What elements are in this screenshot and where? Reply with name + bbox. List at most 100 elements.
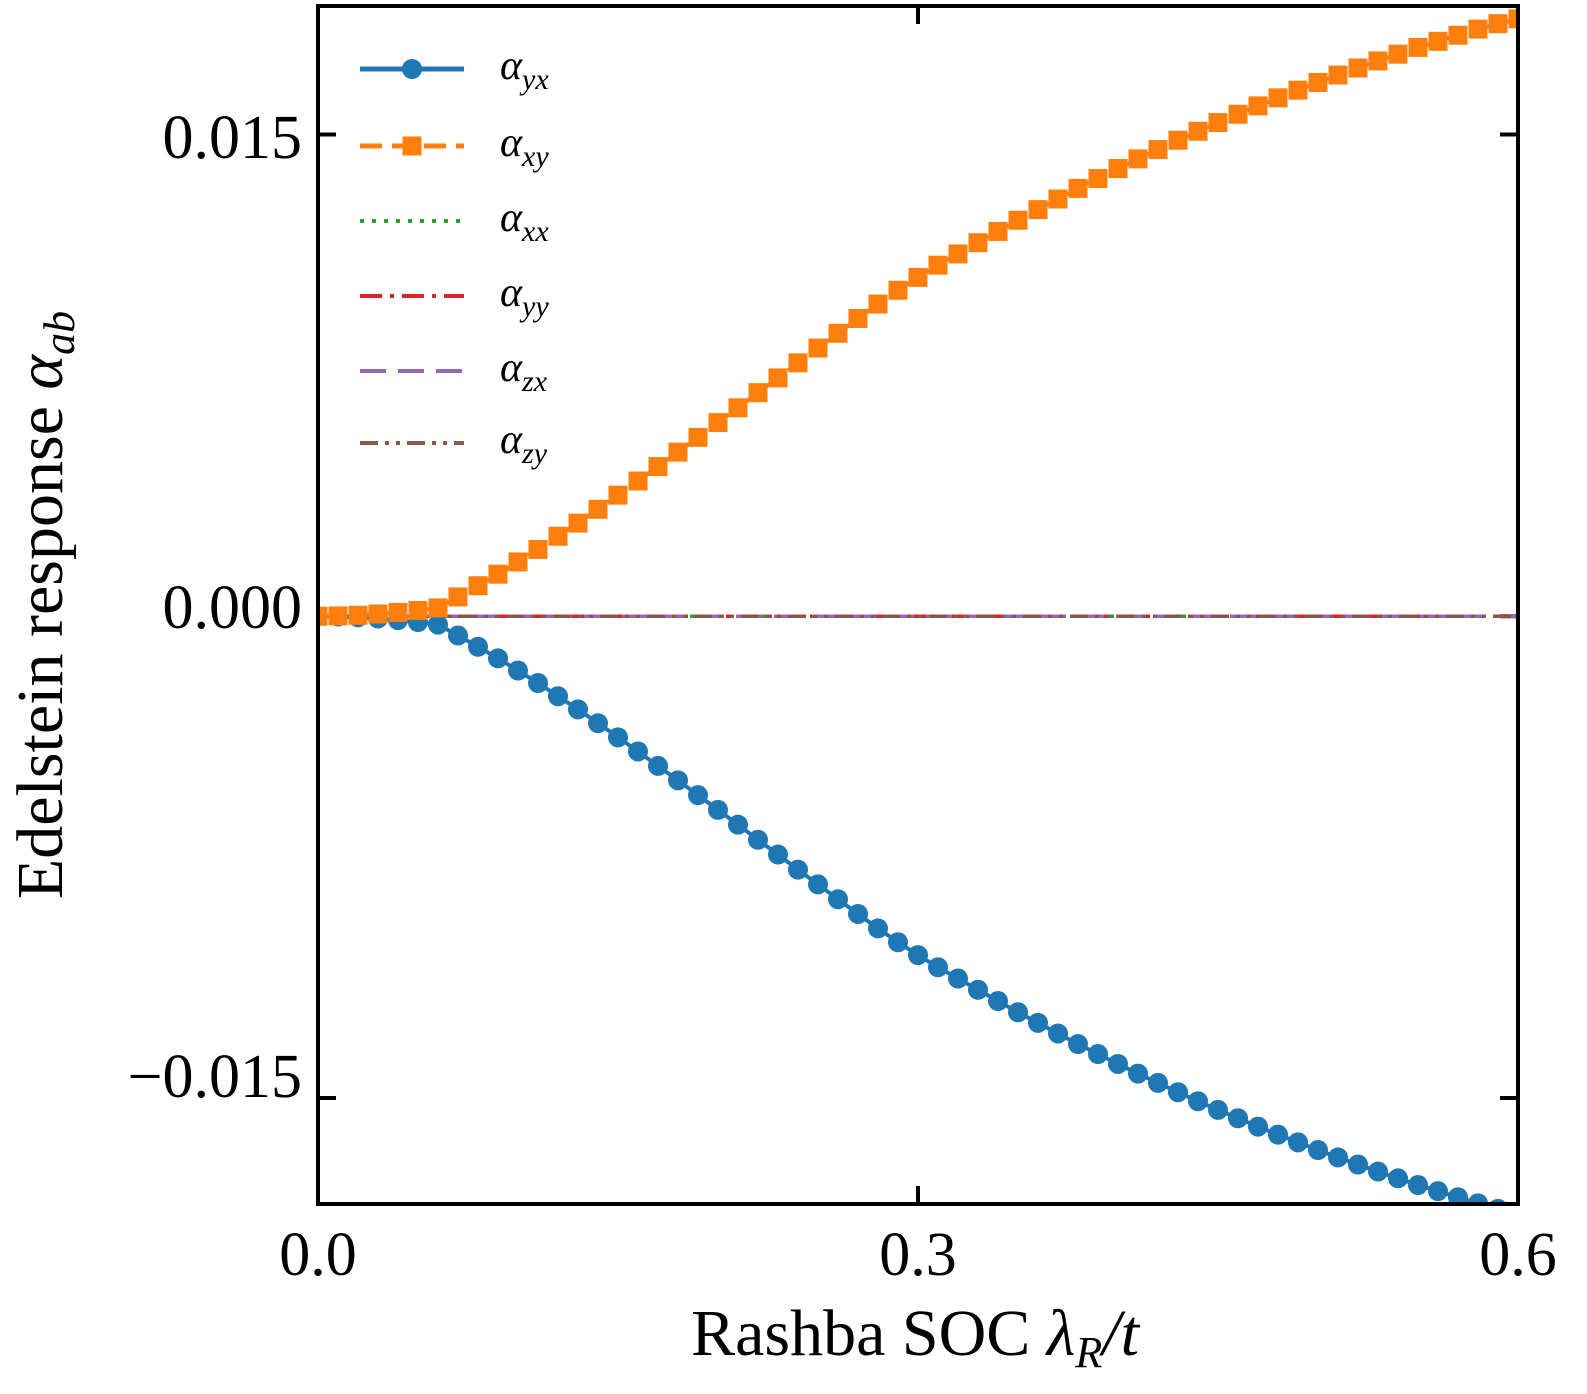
point-yx — [528, 673, 548, 694]
point-yx — [1489, 1198, 1507, 1204]
point-xy — [1048, 189, 1068, 209]
point-xy — [868, 294, 888, 314]
legend: αyx αxy αxx αyy αzx αzy — [360, 43, 549, 470]
point-yx — [1348, 1154, 1368, 1175]
point-yx — [1068, 1034, 1088, 1055]
legend-label-xy: αxy — [500, 120, 549, 173]
point-yx — [508, 660, 528, 681]
point-yx — [608, 727, 628, 748]
point-yx — [868, 918, 888, 939]
point-xy — [1188, 121, 1208, 141]
point-xy — [748, 383, 768, 403]
point-xy — [768, 368, 788, 388]
point-yx — [488, 648, 508, 669]
y-tick-labels: 0.015 0.000 −0.015 — [128, 104, 302, 1111]
y-axis-label: Edelstein response αab — [4, 311, 84, 899]
point-yx — [1148, 1072, 1168, 1093]
point-xy — [1468, 19, 1488, 39]
legend-marker-yx — [402, 59, 422, 79]
point-xy — [548, 526, 568, 546]
point-xy — [1408, 37, 1428, 57]
point-xy — [1368, 51, 1388, 71]
point-xy — [1228, 104, 1248, 124]
x-axis-label: Rashba SOC λR/t — [691, 1297, 1141, 1377]
point-xy — [888, 280, 908, 300]
point-xy — [1088, 168, 1108, 188]
legend-label-zx: αzx — [500, 345, 548, 398]
point-xy — [388, 602, 408, 622]
point-yx — [1268, 1124, 1288, 1145]
point-yx — [908, 945, 928, 966]
point-xy — [528, 539, 548, 559]
x-tick-label: 0.3 — [879, 1221, 957, 1289]
series-layer — [318, 9, 1518, 1204]
point-xy — [508, 552, 528, 572]
point-yx — [1028, 1012, 1048, 1033]
point-yx — [648, 755, 668, 776]
point-yx — [468, 636, 488, 657]
point-xy — [828, 323, 848, 343]
point-yx — [888, 932, 908, 953]
legend-label-yy: αyy — [500, 270, 549, 323]
point-yx — [1408, 1175, 1428, 1196]
point-yx — [1428, 1181, 1448, 1202]
point-xy — [448, 587, 468, 607]
point-xy — [468, 576, 488, 596]
point-yx — [548, 686, 568, 707]
point-yx — [808, 874, 828, 895]
point-yx — [448, 625, 468, 646]
point-xy — [1248, 96, 1268, 116]
point-yx — [1168, 1082, 1188, 1103]
point-yx — [928, 957, 948, 978]
point-xy — [1208, 113, 1228, 133]
y-tick-label: −0.015 — [128, 1043, 302, 1111]
point-xy — [788, 353, 808, 373]
point-yx — [1448, 1187, 1468, 1204]
point-xy — [908, 267, 928, 287]
point-yx — [1188, 1091, 1208, 1112]
point-yx — [568, 699, 588, 720]
point-yx — [1328, 1147, 1348, 1168]
point-xy — [1008, 210, 1028, 230]
point-xy — [1308, 72, 1328, 92]
point-xy — [1168, 130, 1188, 150]
point-xy — [728, 398, 748, 418]
point-xy — [588, 499, 608, 519]
point-xy — [708, 413, 728, 433]
point-xy — [328, 606, 348, 626]
point-yx — [768, 844, 788, 865]
point-yx — [1248, 1116, 1268, 1137]
point-yx — [968, 979, 988, 1000]
legend-label-xx: αxx — [500, 195, 549, 248]
point-yx — [1088, 1044, 1108, 1065]
point-yx — [668, 770, 688, 791]
point-xy — [628, 471, 648, 491]
point-xy — [608, 485, 628, 505]
point-xy — [368, 604, 388, 624]
point-yx — [1128, 1063, 1148, 1084]
plot-area — [318, 9, 1518, 1204]
point-yx — [848, 903, 868, 924]
point-xy — [348, 605, 368, 625]
point-yx — [1308, 1140, 1328, 1161]
point-yx — [748, 829, 768, 850]
point-xy — [848, 309, 868, 329]
point-yx — [1048, 1023, 1068, 1044]
point-xy — [928, 255, 948, 275]
point-yx — [828, 889, 848, 910]
point-xy — [1428, 31, 1448, 51]
point-xy — [1148, 140, 1168, 160]
x-tick-label: 0.6 — [1479, 1221, 1557, 1289]
point-xy — [1288, 80, 1308, 100]
point-xy — [1448, 25, 1468, 45]
point-xy — [488, 564, 508, 584]
point-yx — [688, 785, 708, 806]
x-tick-label: 0.0 — [279, 1221, 357, 1289]
point-xy — [688, 427, 708, 447]
point-xy — [668, 442, 688, 462]
point-yx — [1108, 1053, 1128, 1074]
point-yx — [1008, 1002, 1028, 1023]
point-xy — [428, 598, 448, 618]
point-yx — [728, 814, 748, 835]
